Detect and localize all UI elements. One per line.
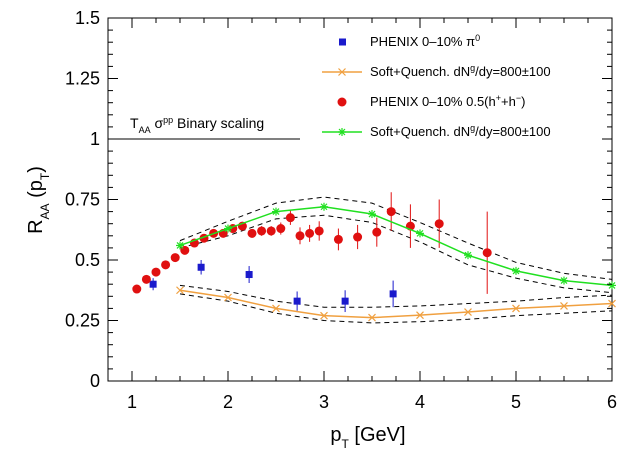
data-point <box>272 304 280 313</box>
series-2 <box>132 192 492 294</box>
band-lower <box>179 214 613 294</box>
legend-label: PHENIX 0–10% 0.5(h++h−) <box>370 93 525 109</box>
theory-bands <box>179 196 613 324</box>
legend-entry-hadrons: PHENIX 0–10% 0.5(h++h−) <box>337 93 525 109</box>
legend-entry-soft-quench-h: Soft+Quench. dNg/dy=800±100 <box>322 123 551 139</box>
y-tick-label: 1 <box>90 129 100 149</box>
y-tick-label: 0.25 <box>65 311 100 331</box>
data-point <box>314 226 324 236</box>
band-upper <box>179 284 613 308</box>
data-point <box>333 234 343 244</box>
data-point <box>464 308 472 316</box>
data-point <box>197 263 205 271</box>
data-point <box>266 226 276 236</box>
data-point <box>512 266 520 275</box>
data-point <box>608 281 616 290</box>
data-point <box>464 251 472 260</box>
series-line <box>179 206 613 287</box>
data-point <box>149 280 157 288</box>
data-point <box>386 207 396 217</box>
binary-scaling-label: TAA σpp Binary scaling <box>130 115 264 135</box>
data-point <box>247 228 257 238</box>
data-point <box>416 229 424 238</box>
x-tick-label: 6 <box>607 392 617 412</box>
legend: PHENIX 0–10% π0 Soft+Quench. dNg/dy=800±… <box>322 33 551 139</box>
x-tick-label: 5 <box>511 392 521 412</box>
series-0 <box>149 260 397 313</box>
data-point <box>560 276 568 285</box>
data-point <box>434 219 444 229</box>
data-point <box>257 226 267 236</box>
data-point <box>320 311 328 320</box>
data-point <box>176 286 184 295</box>
data-point <box>482 248 492 258</box>
band-lower <box>179 293 613 324</box>
legend-marker-circle <box>337 97 347 107</box>
y-axis-title: RAA (pT) <box>25 166 52 234</box>
x-tick-label: 1 <box>127 392 137 412</box>
y-tick-label: 0.75 <box>65 190 100 210</box>
data-point <box>368 313 376 322</box>
data-point <box>341 297 349 305</box>
data-point <box>353 232 363 242</box>
x-tick-label: 2 <box>223 392 233 412</box>
series-1 <box>176 286 616 322</box>
legend-marker-star <box>322 128 362 136</box>
data-point <box>512 304 520 313</box>
legend-label: PHENIX 0–10% π0 <box>370 33 480 49</box>
data-point <box>151 267 161 277</box>
data-point <box>389 290 397 298</box>
axis-ticks: 1 2 3 4 5 6 0 0.25 0.5 0.75 1 1.25 1.5 <box>65 8 617 412</box>
y-tick-label: 1.25 <box>65 69 100 89</box>
legend-symbol <box>338 128 346 136</box>
data-point <box>372 227 382 237</box>
data-point <box>224 224 232 233</box>
data-point <box>560 302 568 310</box>
data-point <box>608 299 616 308</box>
data-point <box>272 207 280 216</box>
x-axis-title: pT [GeV] <box>330 424 405 449</box>
legend-marker-square <box>339 38 346 46</box>
x-tick-label: 4 <box>415 392 425 412</box>
data-point <box>293 297 301 305</box>
data-point <box>320 202 328 211</box>
legend-symbol <box>337 97 347 107</box>
data-point <box>161 260 171 270</box>
legend-entry-pi0: PHENIX 0–10% π0 <box>339 33 480 49</box>
data-point <box>141 274 151 284</box>
data-point <box>416 311 424 320</box>
data-point <box>170 253 180 263</box>
legend-label: Soft+Quench. dNg/dy=800±100 <box>370 123 551 139</box>
data-point <box>285 213 295 223</box>
data-point <box>245 271 253 279</box>
y-tick-label: 0 <box>90 371 100 391</box>
series-layer <box>132 192 616 322</box>
data-point <box>368 210 376 219</box>
data-point <box>295 231 305 241</box>
data-point <box>276 224 286 234</box>
data-point <box>224 293 232 302</box>
legend-marker-cross <box>322 68 362 76</box>
series-line <box>179 289 613 319</box>
data-point <box>305 228 315 238</box>
legend-label: Soft+Quench. dNg/dy=800±100 <box>370 63 551 79</box>
y-tick-label: 1.5 <box>75 8 100 28</box>
binary-scaling-annotation: TAA σpp Binary scaling <box>108 115 300 140</box>
series-3 <box>176 202 616 290</box>
data-point <box>132 284 142 294</box>
legend-entry-soft-quench-pi0: Soft+Quench. dNg/dy=800±100 <box>322 63 551 79</box>
y-tick-label: 0.5 <box>75 250 100 270</box>
legend-symbol <box>338 68 346 76</box>
data-point <box>176 241 184 250</box>
x-tick-label: 3 <box>319 392 329 412</box>
band-upper <box>179 196 613 280</box>
